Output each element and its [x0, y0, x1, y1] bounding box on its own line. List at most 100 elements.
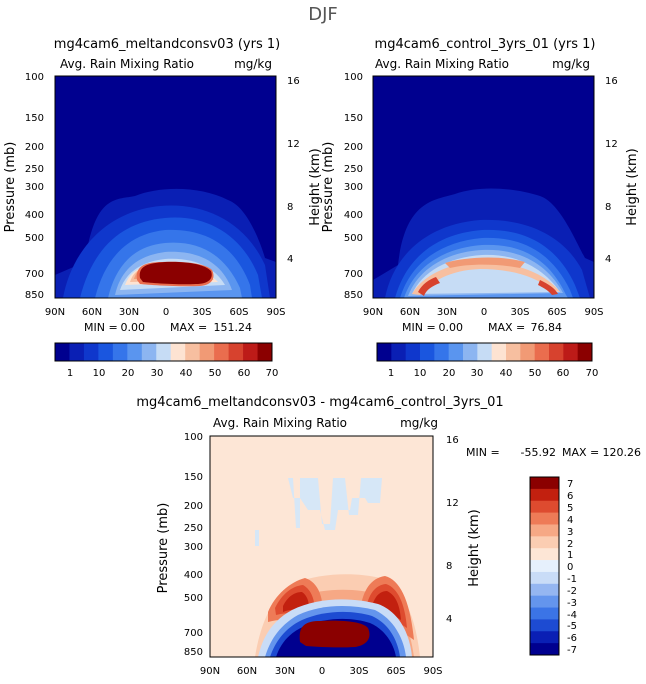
colorbar-swatch — [530, 619, 559, 632]
x-tick-label: 60S — [386, 666, 405, 677]
colorbar-label: 5 — [567, 503, 573, 514]
colorbar-swatch — [530, 500, 559, 513]
y-tick-label: 850 — [344, 290, 363, 301]
x-tick-label: 30N — [275, 666, 295, 677]
colorbar-label: 6 — [567, 491, 573, 502]
colorbar-swatch — [257, 343, 273, 361]
colorbar-swatch — [156, 343, 172, 361]
x-tick-label: 0 — [481, 307, 487, 318]
colorbar-swatch — [491, 343, 507, 361]
y-tick-label: 700 — [344, 269, 363, 280]
x-tick-labels: 90N 60N 30N 0 30S 60S 90S — [45, 307, 286, 318]
figure-title: DJF — [308, 4, 338, 25]
plot-frame — [54, 75, 277, 299]
colorbar-swatch — [530, 477, 559, 490]
y-tick-label: 100 — [25, 72, 44, 83]
colorbar-label: -2 — [567, 586, 577, 597]
colorbar-label: -1 — [567, 574, 577, 585]
colorbar-swatch — [506, 343, 521, 361]
colorbar-label: 30 — [151, 368, 164, 379]
colorbar-label: -6 — [567, 633, 577, 644]
min-value: -55.92 — [521, 446, 556, 459]
colorbar-swatch — [83, 343, 99, 361]
x-tick-label: 90N — [363, 307, 383, 318]
colorbar-swatch — [228, 343, 244, 361]
y-tick-label: 150 — [344, 113, 363, 124]
x-tick-label: 0 — [163, 307, 169, 318]
colorbar-swatch — [549, 343, 564, 361]
field-label: Avg. Rain Mixing Ratio — [375, 57, 509, 71]
colorbar-swatch — [530, 607, 559, 620]
panel-title: mg4cam6_meltandconsv03 (yrs 1) — [54, 37, 280, 52]
colorbar-label: 50 — [529, 368, 542, 379]
x-tick-label: 60S — [547, 307, 566, 318]
x-tick-label: 30S — [192, 307, 211, 318]
y-tick-label: 850 — [184, 647, 203, 658]
y-tick-label: 400 — [344, 210, 363, 221]
x-tick-labels: 90N 60N 30N 0 30S 60S 90S — [200, 666, 443, 677]
y2-tick-label: 16 — [446, 435, 459, 446]
y2-tick-labels: 16 12 8 4 — [605, 76, 618, 265]
y2-tick-label: 16 — [605, 76, 618, 87]
contour-level-pos-6b — [372, 591, 401, 620]
y-tick-label: 400 — [25, 210, 44, 221]
colorbar-swatch — [98, 343, 114, 361]
colorbar-swatch — [520, 343, 536, 361]
y-tick-label: 200 — [184, 501, 203, 512]
contour-level-12b — [538, 280, 558, 295]
colorbar-frame — [529, 476, 560, 656]
colorbar-swatch — [199, 343, 215, 361]
y2-tick-label: 8 — [605, 202, 611, 213]
colorbar-swatch — [530, 524, 559, 537]
y-axis-label: Pressure (mb) — [321, 142, 336, 233]
colorbar-label: 20 — [443, 368, 456, 379]
colorbar-label: -5 — [567, 621, 577, 632]
y2-axis-label: Height (km) — [308, 148, 323, 225]
contour-level-9 — [412, 261, 560, 295]
colorbar-label: -7 — [567, 645, 577, 656]
contour-level-12 — [418, 277, 440, 296]
colorbar-swatch — [530, 512, 559, 525]
x-tick-label: 30S — [349, 666, 368, 677]
colorbar-swatch — [530, 583, 559, 597]
colorbar-swatch — [448, 343, 464, 361]
y-axis-label: Pressure (mb) — [156, 503, 171, 594]
plot-frame — [372, 75, 595, 299]
y-tick-label: 100 — [184, 432, 203, 443]
colorbar-swatch — [214, 343, 229, 361]
colorbar — [529, 476, 560, 656]
colorbar-swatch — [563, 343, 579, 361]
colorbar-swatch — [530, 631, 559, 644]
y-tick-label: 700 — [25, 269, 44, 280]
x-tick-label: 60N — [82, 307, 102, 318]
colorbar-label: 10 — [414, 368, 427, 379]
units-label: mg/kg — [234, 57, 272, 71]
colorbar-swatch — [141, 343, 157, 361]
colorbar-swatch — [434, 343, 450, 361]
y-tick-label: 150 — [25, 113, 44, 124]
x-tick-label: 0 — [319, 666, 325, 677]
y-tick-label: 500 — [25, 233, 44, 244]
colorbar-swatch — [420, 343, 435, 361]
units-label: mg/kg — [552, 57, 590, 71]
y-tick-label: 150 — [184, 472, 203, 483]
colorbar-label: 70 — [586, 368, 599, 379]
min-label: MIN = — [466, 446, 500, 459]
colorbar-label: 10 — [93, 368, 106, 379]
colorbar-labels: 7 6 5 4 3 2 1 0 -1 -2 -3 -4 -5 -6 -7 — [567, 479, 577, 656]
max-value: 76.84 — [531, 321, 563, 334]
y2-tick-label: 12 — [446, 498, 459, 509]
x-tick-label: 30N — [437, 307, 457, 318]
colorbar-frame — [54, 342, 273, 362]
colorbar-swatch — [534, 343, 550, 361]
colorbar-swatch — [391, 343, 407, 361]
colorbar-labels: 1 10 20 30 40 50 60 70 — [67, 368, 279, 379]
y-tick-label: 400 — [184, 570, 203, 581]
colorbar-label: 1 — [388, 368, 394, 379]
contour-field — [210, 436, 433, 657]
colorbar-label: 50 — [209, 368, 222, 379]
contour-level-14 — [139, 261, 212, 285]
y2-tick-label: 12 — [605, 139, 618, 150]
units-label: mg/kg — [400, 416, 438, 430]
